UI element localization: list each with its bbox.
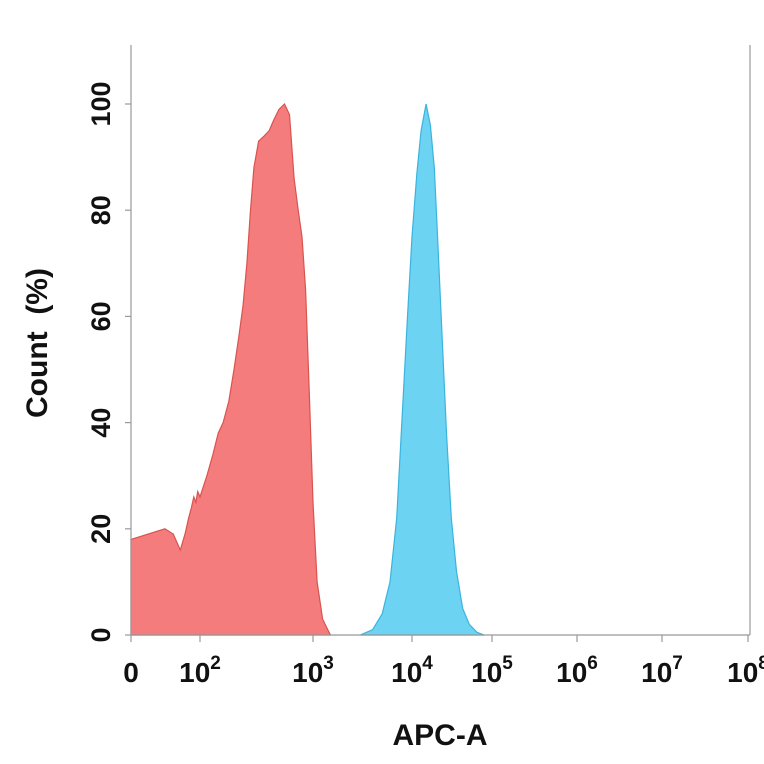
y-tick-label: 80 [86,195,116,225]
x-tick-label: 106 [556,653,598,688]
x-tick-label: 103 [292,653,334,688]
y-tick-label: 0 [86,627,116,642]
tick-labels: 0 20 40 60 80 100 0 102 103 104 105 106 107 108 [86,81,764,688]
x-tick-label: 102 [179,653,221,688]
y-tick-label: 60 [86,301,116,331]
series-2-area [359,103,485,636]
y-tick-label: 100 [86,81,116,126]
x-tick-label: 0 [123,657,139,688]
x-tick-label: 108 [727,653,764,688]
x-tick-label: 105 [471,653,513,688]
x-tick-label: 104 [391,653,433,688]
x-axis-label: APC-A [393,719,488,752]
series-1-area [130,102,332,636]
y-tick-label: 20 [86,514,116,544]
axes [125,45,751,642]
x-tick-label: 107 [641,653,683,688]
y-tick-label: 40 [86,408,116,438]
plot-area [130,102,485,636]
y-axis-label: Count (%) [21,268,54,418]
